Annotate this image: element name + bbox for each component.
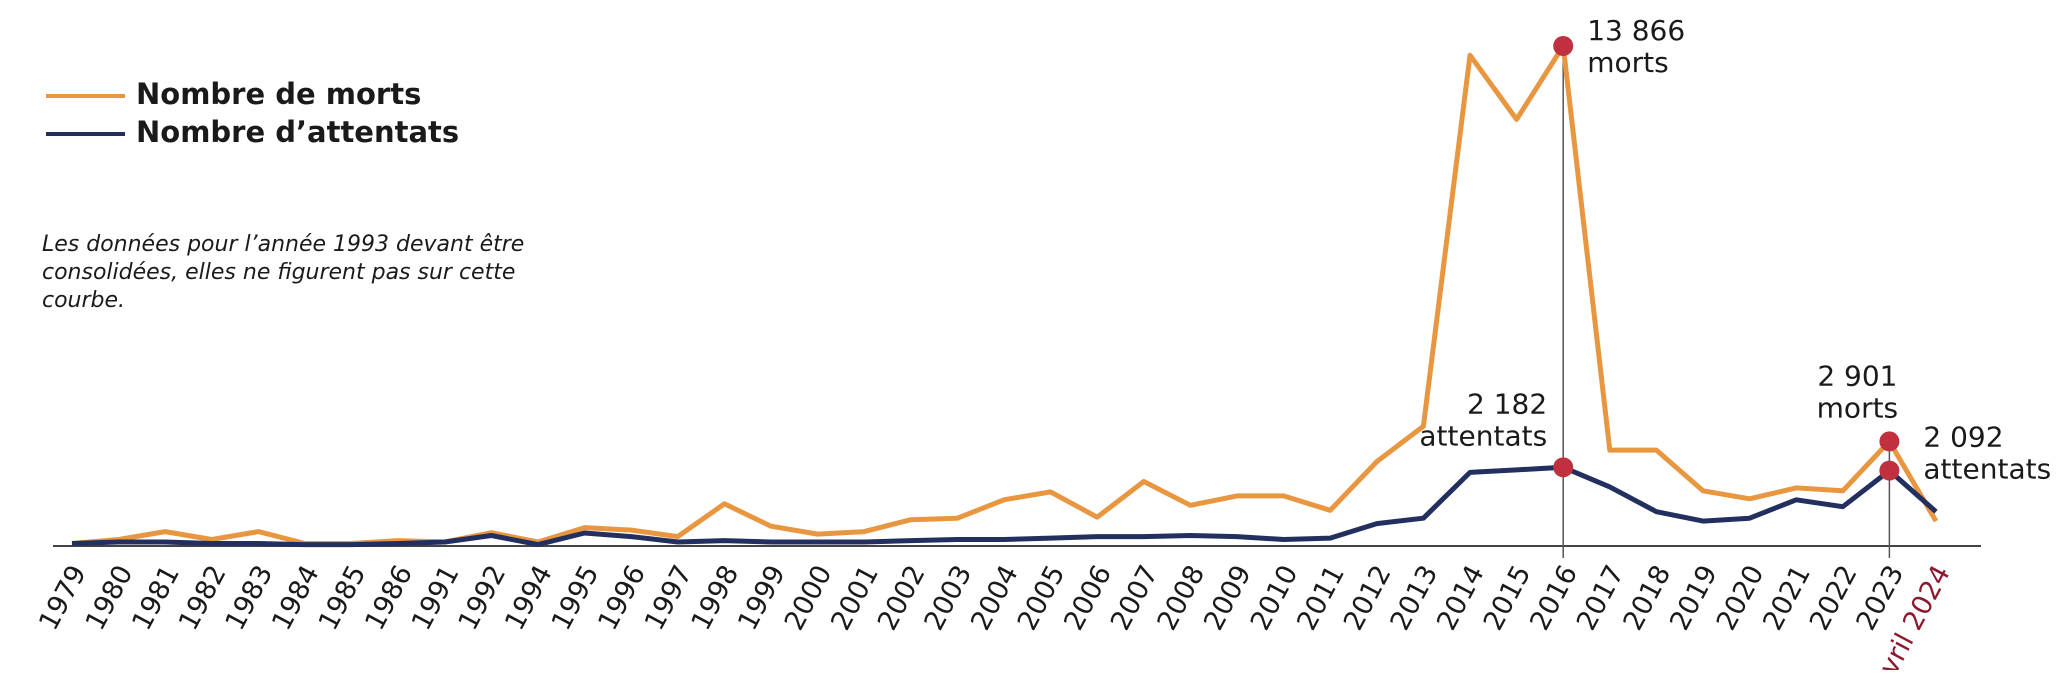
annotation: 2 901 <box>1817 359 1897 392</box>
annotation: morts <box>1817 391 1898 424</box>
highlight-dot <box>1879 460 1900 481</box>
annotation: 13 866 <box>1587 14 1685 47</box>
series-line <box>71 464 1938 548</box>
highlight-dot <box>1879 431 1900 452</box>
annotation: 2 182 <box>1467 387 1547 420</box>
legend-label: Nombre d’attentats <box>136 115 459 149</box>
legend-label: Nombre de morts <box>136 77 421 111</box>
highlight-dot <box>1553 36 1574 56</box>
note: Les données pour l’année 1993 devant êtr… <box>42 232 524 257</box>
annotation: attentats <box>1923 453 2051 486</box>
annotation: 2 092 <box>1923 421 2003 454</box>
highlight-dot <box>1553 457 1574 478</box>
note: courbe. <box>42 288 125 313</box>
annotation: attentats <box>1419 419 1547 452</box>
note: consolidées, elles ne figurent pas sur c… <box>42 260 515 285</box>
annotation: morts <box>1587 46 1668 79</box>
